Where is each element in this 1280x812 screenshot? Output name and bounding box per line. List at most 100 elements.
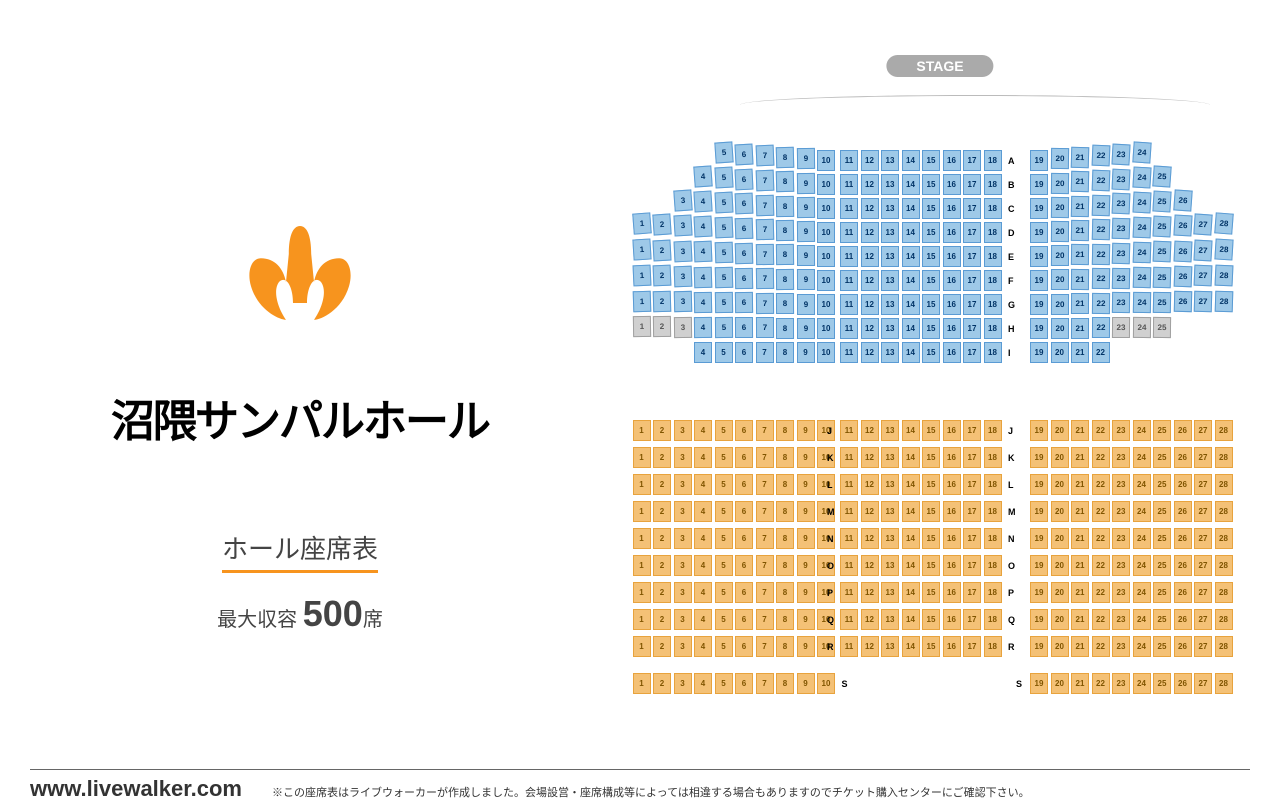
seat: 19: [1030, 174, 1048, 195]
seat: 24: [1133, 447, 1151, 468]
row-label: O: [1008, 561, 1015, 571]
seat: 25: [1153, 447, 1171, 468]
seat: 5: [715, 420, 733, 441]
seat: 7: [756, 582, 774, 603]
seat: 24: [1132, 242, 1151, 264]
seat: 6: [735, 447, 753, 468]
seat: 20: [1050, 148, 1068, 169]
seat: 24: [1133, 555, 1151, 576]
seat: 15: [922, 174, 940, 195]
seat: 6: [735, 555, 753, 576]
seat: 26: [1174, 673, 1192, 694]
row-label: L: [827, 480, 833, 490]
seat: 27: [1194, 291, 1213, 312]
seat: 17: [963, 501, 981, 522]
seat: 19: [1030, 222, 1048, 243]
seat: 8: [776, 582, 794, 603]
seat: 19: [1030, 673, 1048, 694]
seat: 12: [861, 246, 879, 267]
seat: 12: [861, 528, 879, 549]
seat: 1: [632, 264, 651, 286]
seat: 16: [943, 420, 961, 441]
seat: 15: [922, 555, 940, 576]
seat: 26: [1173, 189, 1192, 211]
seat: 12: [861, 582, 879, 603]
seat: 15: [922, 636, 940, 657]
seat: 10: [817, 222, 835, 243]
seat: 6: [735, 474, 753, 495]
seat: 28: [1215, 555, 1233, 576]
seat: 4: [694, 501, 712, 522]
seat: 20: [1051, 342, 1069, 363]
seat: 5: [714, 192, 733, 214]
seat: 6: [735, 292, 753, 313]
seat: 6: [735, 673, 753, 694]
seat: 22: [1091, 145, 1110, 167]
seat: 22: [1092, 447, 1110, 468]
row-label: Q: [827, 615, 834, 625]
seat: 23: [1111, 143, 1130, 165]
seat: 11: [840, 555, 858, 576]
seat: 15: [922, 318, 940, 339]
seat: 15: [922, 150, 940, 171]
seat: 2: [653, 582, 671, 603]
venue-logo-icon: [230, 205, 370, 345]
seat: 1: [633, 447, 651, 468]
seat: 21: [1071, 555, 1089, 576]
capacity: 最大収容 500席: [217, 593, 383, 635]
seat: 24: [1132, 292, 1150, 313]
seat: 18: [984, 555, 1002, 576]
seat: 18: [984, 582, 1002, 603]
seat: 5: [714, 317, 732, 338]
row-label: O: [827, 561, 834, 571]
seat: 18: [984, 528, 1002, 549]
seat: 8: [776, 195, 794, 216]
seat: 16: [943, 501, 961, 522]
seat: 13: [881, 447, 899, 468]
row-label: J: [1008, 426, 1013, 436]
seat: 9: [796, 245, 814, 266]
seat: 2: [652, 214, 671, 236]
seat: 4: [694, 582, 712, 603]
footer: www.livewalker.com ※この座席表はライブウォーカーが作成しまし…: [30, 769, 1250, 802]
seat: 10: [817, 150, 835, 171]
seat: 4: [694, 317, 712, 338]
seat: 24: [1132, 167, 1151, 189]
seat: 9: [797, 555, 815, 576]
seat: 21: [1071, 171, 1089, 192]
seat: 14: [902, 270, 920, 291]
seat: 9: [797, 501, 815, 522]
seat: 28: [1215, 636, 1233, 657]
seat: 23: [1112, 420, 1130, 441]
seat: 13: [881, 420, 899, 441]
seat: 2: [653, 636, 671, 657]
seat: 24: [1133, 609, 1151, 630]
seat: 17: [963, 474, 981, 495]
seat: 11: [840, 501, 858, 522]
seat: 20: [1050, 318, 1068, 339]
seat: 16: [943, 447, 961, 468]
seat: 2: [652, 239, 671, 261]
seat: 21: [1071, 447, 1089, 468]
seat: 10: [817, 246, 835, 267]
seat: 3: [674, 636, 692, 657]
seat: 26: [1174, 447, 1192, 468]
seat: 21: [1071, 501, 1089, 522]
seat: 19: [1030, 270, 1048, 291]
seat: 6: [735, 317, 753, 338]
seat: 22: [1092, 636, 1110, 657]
seat: 27: [1194, 555, 1212, 576]
seat: 26: [1174, 501, 1192, 522]
footer-url: www.livewalker.com: [30, 776, 242, 802]
seat: 11: [840, 174, 858, 195]
seat: 21: [1071, 636, 1089, 657]
seat: 7: [756, 501, 774, 522]
seat: 2: [653, 420, 671, 441]
row-label: S: [1016, 679, 1022, 689]
seat: 9: [797, 342, 815, 363]
seat: 9: [797, 474, 815, 495]
seat: 13: [881, 294, 899, 315]
seat: 17: [963, 294, 981, 315]
seat: 25: [1153, 317, 1171, 338]
seat: 21: [1071, 528, 1089, 549]
